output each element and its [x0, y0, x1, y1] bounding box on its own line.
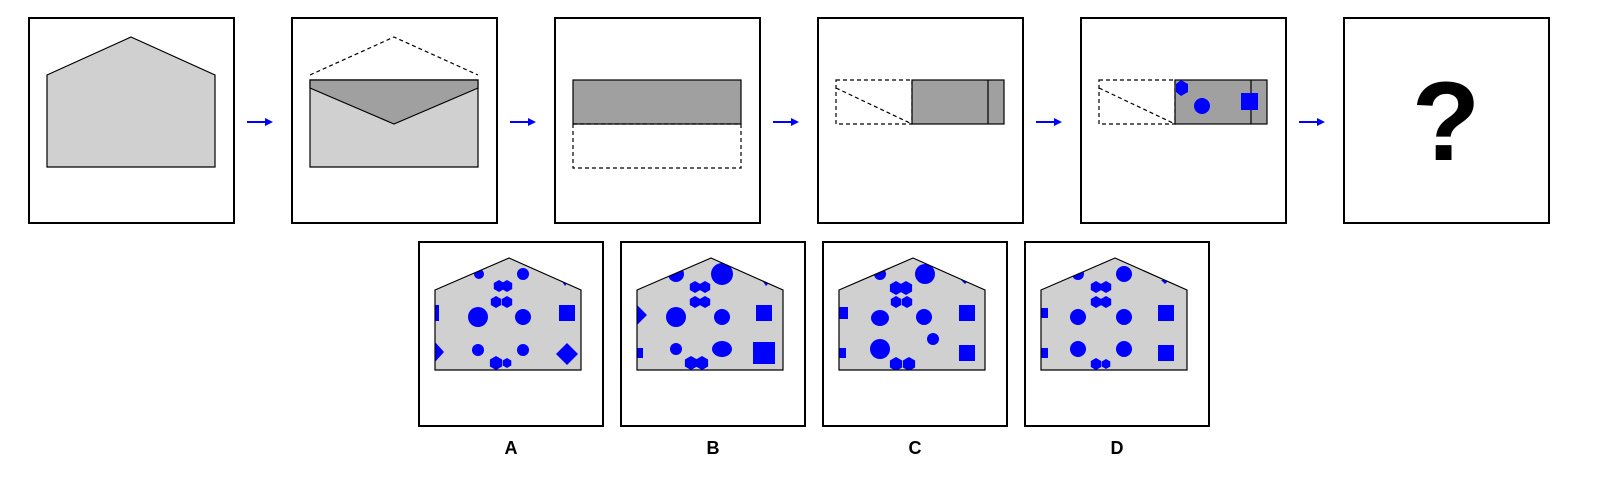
- option-b-label: B: [707, 438, 720, 458]
- hole-circle: [1116, 341, 1132, 357]
- option-a-label: A: [505, 438, 518, 458]
- hole-circle: [916, 309, 932, 325]
- hole-oval: [871, 310, 889, 326]
- hole-square: [559, 305, 575, 321]
- hole-triangle: [435, 305, 439, 321]
- hole-circle: [517, 344, 529, 356]
- step-4-panel: [818, 18, 1023, 223]
- hole-circle: [515, 309, 531, 325]
- arrow-3: [773, 118, 799, 126]
- hole-square: [753, 342, 775, 364]
- step-3-panel: [555, 18, 760, 223]
- question-mark: ?: [1412, 59, 1480, 184]
- hole-square: [1158, 305, 1174, 321]
- folded-strip: [573, 80, 741, 124]
- hole-circle: [870, 339, 890, 359]
- option-c-label: C: [909, 438, 922, 458]
- hole-square: [959, 305, 975, 321]
- option-a[interactable]: [419, 242, 603, 426]
- arrow-4: [1036, 118, 1062, 126]
- arrow-2: [510, 118, 536, 126]
- hole-circle: [1070, 341, 1086, 357]
- arrow-5: [1299, 118, 1325, 126]
- hole-circle: [670, 343, 682, 355]
- punched-square: [1241, 93, 1258, 110]
- option-b[interactable]: [621, 242, 805, 426]
- folded-strip: [912, 80, 1004, 124]
- hole-oval: [712, 341, 732, 357]
- question-panel: ?: [1344, 18, 1549, 223]
- step-1-panel: [29, 18, 234, 223]
- hole-circle: [1116, 309, 1132, 325]
- hole-circle: [666, 307, 686, 327]
- step-5-panel: [1081, 18, 1286, 223]
- option-c[interactable]: [823, 242, 1007, 426]
- hole-square: [959, 345, 975, 361]
- hole-square: [756, 305, 772, 321]
- hole-circle: [472, 344, 484, 356]
- step-2-panel: [292, 18, 497, 223]
- hole-circle: [1116, 266, 1132, 282]
- punched-circle: [1194, 98, 1210, 114]
- hole-circle: [468, 307, 488, 327]
- hole-circle: [1070, 309, 1086, 325]
- option-d-label: D: [1111, 438, 1124, 458]
- option-d[interactable]: [1025, 242, 1209, 426]
- hole-square: [1158, 345, 1174, 361]
- hole-circle: [927, 333, 939, 345]
- hole-circle: [517, 268, 529, 280]
- arrow-1: [247, 118, 273, 126]
- hole-circle: [714, 309, 730, 325]
